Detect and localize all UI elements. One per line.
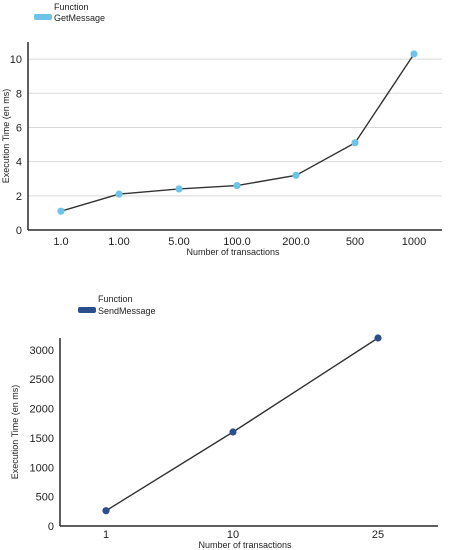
legend-entry-getmessage: GetMessage [54,13,105,23]
x-tick-label-1-0: 1.0 [53,236,68,248]
y-tick-label-1-0: 0 [16,225,22,237]
legend-title-2: Function [98,294,133,304]
series-line-sendmessage [105,337,379,512]
y-tick-label-2-1: 500 [36,492,54,504]
points-getmessage [57,50,418,215]
y-tick-label-2-2: 1000 [30,462,54,474]
x-tick-label-1-5: 500 [346,236,364,248]
x-tick-label-1-6: 1000 [402,236,426,248]
legend-swatch-1 [34,14,52,20]
x-axis-title-2: Number of transactions [198,540,292,550]
x-tick-label-2-1: 10 [227,529,239,541]
y-tick-label-1-5: 10 [10,54,22,66]
legend-swatch-2 [78,307,96,313]
data-point-getmessage-6 [410,50,418,58]
points-sendmessage [102,334,382,515]
y-tick-label-1-1: 2 [16,191,22,203]
y-axis-title-1: Execution Time (en ms) [1,89,11,184]
legend-entry-sendmessage: SendMessage [98,306,156,316]
y-tick-label-2-6: 3000 [30,345,54,357]
legend-1: Function GetMessage [34,2,105,23]
y-ticks-2: 0 500 1000 1500 2000 2500 3000 [30,345,54,533]
y-tick-label-2-0: 0 [48,521,54,533]
y-tick-label-2-3: 1500 [30,433,54,445]
chart-sendmessage: Function SendMessage 0500100015002000250… [10,294,438,550]
x-tick-label-1-1: 1.00 [108,236,129,248]
y-tick-label-2-4: 2000 [30,404,54,416]
data-point-getmessage-0 [57,207,65,215]
legend-title-1: Function [54,2,89,12]
y-tick-label-1-3: 6 [16,122,22,134]
data-point-getmessage-5 [351,139,359,147]
x-ticks-1: 1.0 1.00 5.00 100.0 200.0 500 1000 [53,236,426,248]
x-ticks-2: 1 10 25 [103,529,384,541]
data-point-getmessage-3 [233,181,241,190]
y-tick-label-1-4: 8 [16,88,22,100]
y-tick-label-1-2: 4 [16,157,22,169]
y-axis-title-2: Execution Time (en ms) [10,385,20,480]
x-tick-label-2-2: 25 [372,529,384,541]
data-point-sendmessage-2 [374,334,382,342]
y-tick-label-2-5: 2500 [30,374,54,386]
y-ticks-1: 0 2 4 6 8 10 [10,54,22,237]
data-point-sendmessage-0 [102,507,110,515]
grid-1 [28,58,442,197]
x-tick-label-1-3: 100.0 [223,236,251,248]
x-tick-label-1-4: 200.0 [282,236,310,248]
x-tick-label-1-2: 5.00 [168,236,189,248]
legend-2: Function SendMessage [78,294,156,316]
data-point-getmessage-2 [175,185,183,193]
data-point-getmessage-1 [115,190,123,198]
x-axis-title-1: Number of transactions [186,247,280,257]
data-point-sendmessage-1 [229,428,237,436]
x-tick-label-2-0: 1 [103,529,109,541]
data-point-getmessage-4 [292,171,300,179]
